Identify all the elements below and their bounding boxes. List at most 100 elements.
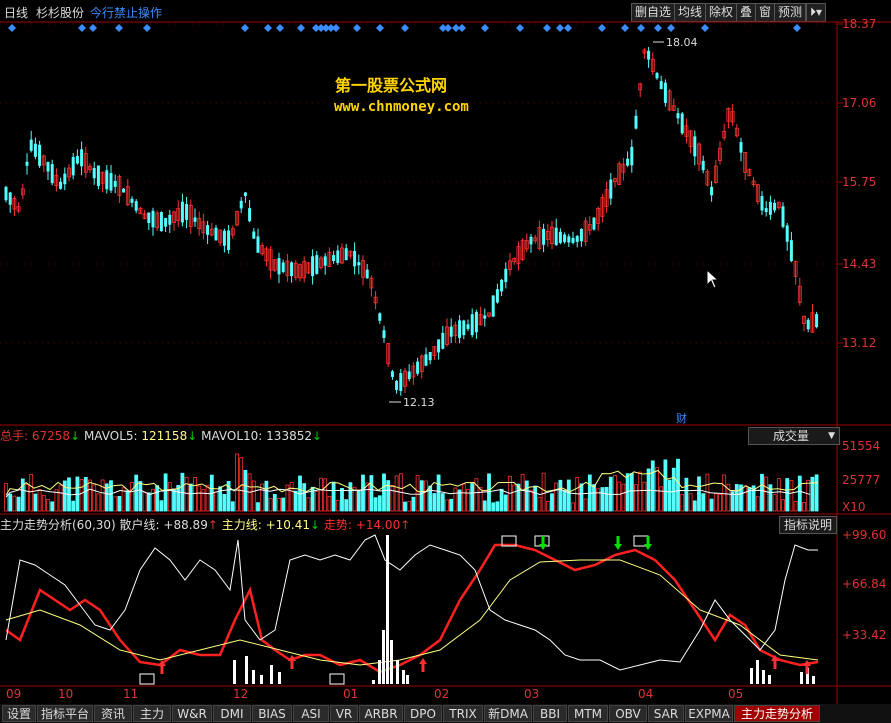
candle-body — [710, 186, 714, 196]
volume-tick: 25777 — [842, 473, 881, 487]
volume-bar — [319, 477, 323, 512]
candle-body — [134, 201, 138, 211]
volume-bar — [356, 490, 361, 512]
volume-bar — [184, 476, 189, 512]
volume-bar — [25, 484, 29, 512]
volume-bar — [781, 499, 785, 512]
signal-diamond — [401, 24, 409, 32]
volume-bar — [415, 475, 420, 512]
volume-bar — [688, 493, 693, 512]
tab-wr[interactable]: W&R — [172, 705, 212, 722]
signal-diamond — [654, 24, 662, 32]
candle-body — [411, 365, 416, 378]
main-line-label: 主力线: — [221, 518, 262, 532]
candle-body — [277, 258, 281, 275]
candle-body — [441, 332, 445, 349]
tab-obv[interactable]: OBV — [609, 705, 647, 722]
sell-arrow-icon — [644, 536, 652, 550]
candle-body — [197, 217, 202, 229]
main-force-line — [5, 543, 819, 674]
candle-body — [600, 197, 605, 217]
menu-arrow-icon[interactable]: ⏵▾ — [806, 3, 827, 22]
tab-news[interactable]: 资讯 — [94, 705, 132, 722]
volume-bar — [671, 467, 676, 512]
candle-body — [419, 355, 424, 373]
volume-bar — [197, 485, 202, 512]
tab-dmi[interactable]: DMI — [213, 705, 251, 722]
volume-bar — [482, 500, 487, 512]
date-tick: 12 — [233, 687, 249, 701]
volume-bar — [268, 498, 273, 512]
tab-mtm[interactable]: MTM — [568, 705, 608, 722]
candle-body — [323, 256, 327, 266]
signal-box-icon — [329, 673, 345, 685]
histogram-bar — [378, 660, 381, 684]
volume-bar — [470, 483, 475, 512]
volume-bar — [797, 475, 802, 512]
volume-bar — [50, 501, 55, 512]
moving-average-button[interactable]: 均线 — [674, 3, 707, 22]
volume-bar — [260, 483, 265, 512]
volume-bar — [541, 472, 546, 512]
indicator-help-button[interactable]: 指标说明 — [779, 516, 837, 534]
tab-bbi[interactable]: BBI — [533, 705, 567, 722]
histogram-bar — [406, 675, 409, 684]
candle-body — [542, 228, 546, 245]
tab-arbr[interactable]: ARBR — [359, 705, 403, 722]
candle-body — [449, 326, 453, 337]
tab-main-force[interactable]: 主力 — [133, 705, 171, 722]
mavol5-value: 121158 — [141, 429, 188, 443]
volume-bar — [352, 486, 357, 512]
candle-body — [235, 211, 239, 226]
histogram-bar — [756, 660, 759, 684]
volume-bar — [743, 485, 748, 512]
candle-body — [172, 211, 176, 223]
tab-vr[interactable]: VR — [330, 705, 358, 722]
tab-asi[interactable]: ASI — [293, 705, 329, 722]
tab-expma[interactable]: EXPMA — [685, 705, 733, 722]
volume-bar — [92, 484, 97, 512]
candle-body — [378, 313, 382, 321]
indicator-tab-bar: 设置 指标平台 资讯 主力 W&R DMI BIAS ASI VR ARBR D… — [0, 704, 891, 723]
trend-line-label: 走势: — [323, 518, 352, 532]
candle-body — [416, 361, 420, 374]
candle-body — [466, 324, 470, 329]
histogram-bar — [278, 672, 281, 684]
candle-body — [63, 173, 67, 185]
tab-dpo[interactable]: DPO — [404, 705, 442, 722]
forecast-button[interactable]: 预测 — [774, 3, 807, 22]
histogram-bar — [233, 660, 236, 684]
candle-body — [164, 218, 168, 227]
volume-indicator-select[interactable]: 成交量 ▼ — [748, 427, 840, 445]
volume-bar — [117, 495, 122, 512]
candle-body — [613, 178, 617, 183]
histogram-bar — [382, 630, 385, 684]
signal-diamond — [241, 24, 249, 32]
tab-sar[interactable]: SAR — [648, 705, 684, 722]
signal-diamond — [353, 24, 361, 32]
candle-body — [630, 146, 634, 166]
tab-bias[interactable]: BIAS — [252, 705, 292, 722]
volume-bar — [655, 467, 659, 512]
tab-indicator-platform[interactable]: 指标平台 — [37, 705, 93, 722]
period-label[interactable]: 日线 — [4, 6, 29, 20]
finance-marker-icon[interactable]: 财 — [676, 412, 687, 425]
volume-bar — [617, 481, 622, 512]
candle-body — [815, 314, 819, 328]
candle-body — [230, 228, 235, 236]
remove-watchlist-button[interactable]: 删自选 — [631, 3, 676, 22]
tab-main-force-trend[interactable]: 主力走势分析 — [734, 705, 820, 722]
candle-body — [554, 227, 558, 246]
candle-body — [810, 312, 815, 333]
volume-bar — [726, 483, 731, 512]
candle-body — [621, 163, 626, 173]
tab-new-dma[interactable]: 新DMA — [484, 705, 532, 722]
tab-trix[interactable]: TRIX — [443, 705, 483, 722]
tab-settings[interactable]: 设置 — [2, 705, 36, 722]
histogram-bar — [812, 676, 815, 684]
candle-body — [272, 259, 277, 271]
candle-body — [445, 326, 449, 345]
volume-bar — [335, 500, 340, 512]
candle-body — [390, 371, 394, 377]
